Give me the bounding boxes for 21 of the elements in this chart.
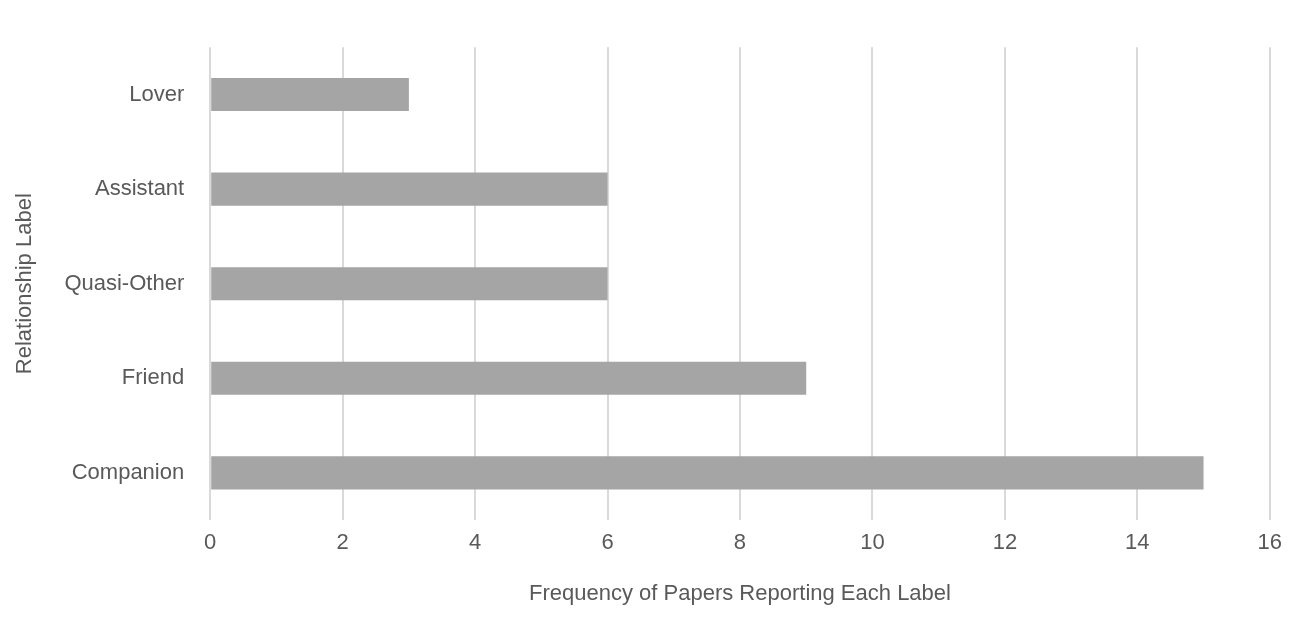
- x-axis-title: Frequency of Papers Reporting Each Label: [529, 579, 951, 605]
- x-tick-label: 2: [336, 529, 349, 555]
- bar: [211, 172, 608, 206]
- bar: [211, 361, 807, 395]
- x-tick-label: 4: [468, 529, 482, 555]
- x-tick-label: 14: [1125, 529, 1150, 555]
- x-tick-label: 12: [992, 529, 1018, 555]
- x-tick-label: 0: [204, 529, 217, 555]
- bar: [211, 456, 1204, 490]
- x-tick-label: 10: [860, 529, 885, 555]
- y-tick-label: Friend: [121, 364, 185, 390]
- y-tick-label: Quasi-Other: [64, 269, 185, 295]
- x-tick-label: 8: [733, 529, 747, 555]
- y-tick-label: Lover: [129, 80, 185, 106]
- x-tick-label: 16: [1257, 529, 1283, 555]
- y-tick-label: Companion: [71, 458, 185, 484]
- x-tick-label: 6: [601, 529, 614, 555]
- y-axis-title: Relationship Label: [11, 193, 37, 375]
- bar: [211, 267, 608, 301]
- bar: [211, 77, 409, 112]
- y-tick-label: Assistant: [94, 175, 185, 201]
